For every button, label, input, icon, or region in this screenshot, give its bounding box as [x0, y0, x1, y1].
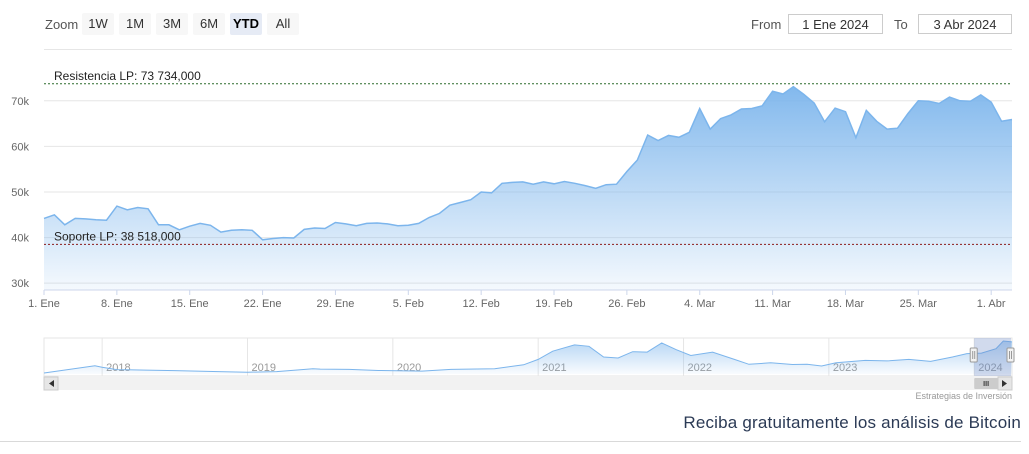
range-selector-divider: [44, 49, 1012, 50]
price-chart[interactable]: Resistencia LP: 73 734,000 Soporte LP: 38…: [0, 50, 1029, 320]
from-date-input[interactable]: 1 Ene 2024: [788, 14, 883, 34]
zoom-3m-button[interactable]: 3M: [156, 13, 188, 35]
navigator[interactable]: 2018201920202021202220232024: [0, 336, 1029, 392]
x-tick-label: 1. Ene: [28, 298, 60, 310]
price-area: [44, 86, 1012, 290]
x-tick-label: 19. Feb: [535, 298, 572, 310]
x-tick-label: 8. Ene: [101, 298, 133, 310]
x-tick-label: 26. Feb: [608, 298, 645, 310]
zoom-1m-button[interactable]: 1M: [119, 13, 151, 35]
navigator-scrollbar: [43, 376, 1013, 391]
x-tick-label: 15. Ene: [171, 298, 209, 310]
resistance-label: Resistencia LP: 73 734,000: [54, 69, 201, 83]
scrollbar-left-arrow-icon: [49, 380, 54, 387]
to-label: To: [894, 17, 908, 32]
range-selector: Zoom 1W 1M 3M 6M YTD All From 1 Ene 2024…: [0, 0, 1029, 50]
x-tick-label: 29. Ene: [316, 298, 354, 310]
zoom-label: Zoom: [45, 17, 79, 32]
zoom-all-button[interactable]: All: [267, 13, 299, 35]
y-tick-label: 70k: [11, 96, 29, 108]
credits[interactable]: Estrategias de Inversión: [915, 391, 1012, 401]
x-tick-label: 11. Mar: [754, 298, 791, 310]
y-tick-label: 30k: [11, 278, 29, 290]
navigator-right-handle: [1006, 347, 1015, 363]
x-tick-label: 1. Abr: [977, 298, 1006, 310]
scrollbar-right-arrow-icon: [1002, 380, 1007, 387]
navigator-year-label: 2019: [251, 362, 275, 374]
price-line: [43, 85, 1013, 241]
x-tick-label: 25. Mar: [900, 298, 938, 310]
y-tick-label: 40k: [11, 233, 29, 245]
x-tick-label: 12. Feb: [463, 298, 500, 310]
x-tick-label: 18. Mar: [827, 298, 865, 310]
support-label: Soporte LP: 38 518,000: [54, 229, 181, 243]
navigator-line: [43, 340, 1013, 374]
x-tick-label: 22. Ene: [244, 298, 282, 310]
y-tick-label: 50k: [11, 187, 29, 199]
to-date-input[interactable]: 3 Abr 2024: [918, 14, 1012, 34]
navigator-selection: [969, 338, 1015, 376]
zoom-6m-button[interactable]: 6M: [193, 13, 225, 35]
from-label: From: [751, 17, 782, 32]
zoom-1w-button[interactable]: 1W: [82, 13, 114, 35]
plot-lines: Resistencia LP: 73 734,000 Soporte LP: 38…: [44, 69, 1012, 245]
bottom-divider: [0, 441, 1021, 442]
x-tick-label: 4. Mar: [684, 298, 716, 310]
navigator-area: [44, 341, 1012, 374]
zoom-ytd-button[interactable]: YTD: [230, 13, 262, 35]
promo-text[interactable]: Reciba gratuitamente los análisis de Bit…: [683, 413, 1021, 432]
y-axis: 30k 40k 50k 60k 70k: [11, 96, 29, 290]
scrollbar-track: [44, 377, 1012, 390]
y-tick-label: 60k: [11, 141, 29, 153]
x-axis: 1. Ene 8. Ene 15. Ene 22. Ene 29. Ene 5. Feb 1…: [28, 290, 1006, 310]
navigator-left-handle: [969, 347, 978, 363]
x-tick-label: 5. Feb: [393, 298, 424, 310]
navigator-selected-range: [974, 338, 1011, 376]
